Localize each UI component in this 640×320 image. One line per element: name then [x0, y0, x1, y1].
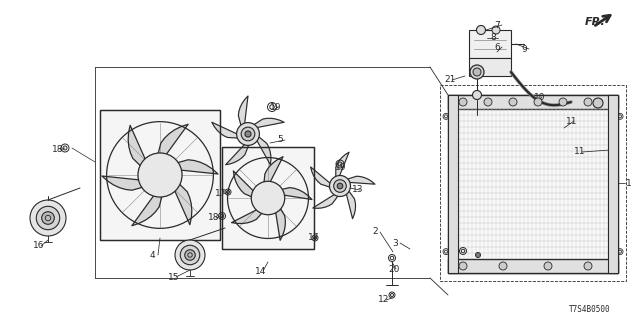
Polygon shape	[238, 96, 248, 127]
Text: 7: 7	[494, 20, 500, 29]
Bar	[100, 110, 220, 240]
Polygon shape	[234, 171, 257, 199]
Bar	[448, 95, 618, 273]
Circle shape	[30, 200, 66, 236]
Circle shape	[544, 262, 552, 270]
Circle shape	[477, 26, 486, 35]
Circle shape	[138, 153, 182, 197]
Circle shape	[492, 26, 500, 34]
Text: 17: 17	[215, 189, 227, 198]
Text: 2: 2	[372, 228, 378, 236]
Text: 19: 19	[335, 164, 346, 172]
Bar	[440, 85, 626, 281]
Bar	[448, 95, 618, 109]
Circle shape	[180, 245, 200, 265]
Text: 13: 13	[352, 186, 364, 195]
Bar	[608, 95, 618, 273]
Circle shape	[484, 98, 492, 106]
Circle shape	[36, 206, 60, 230]
Polygon shape	[313, 194, 339, 208]
Text: 19: 19	[270, 102, 282, 111]
Text: 5: 5	[277, 135, 283, 145]
Circle shape	[509, 98, 517, 106]
Circle shape	[330, 175, 351, 196]
Polygon shape	[276, 188, 312, 200]
Polygon shape	[336, 152, 349, 178]
Circle shape	[499, 262, 507, 270]
Circle shape	[534, 98, 542, 106]
Circle shape	[473, 68, 481, 76]
Text: 16: 16	[33, 242, 45, 251]
Circle shape	[559, 98, 567, 106]
Circle shape	[470, 65, 484, 79]
Bar	[222, 147, 314, 249]
Circle shape	[237, 123, 259, 145]
Text: 18: 18	[208, 213, 220, 222]
Text: 1: 1	[626, 179, 632, 188]
Polygon shape	[232, 207, 266, 223]
Text: FR.: FR.	[584, 17, 605, 27]
Polygon shape	[156, 124, 188, 161]
Polygon shape	[310, 167, 332, 188]
Circle shape	[472, 91, 481, 100]
Circle shape	[593, 98, 603, 108]
Text: 21: 21	[444, 76, 456, 84]
Text: 10: 10	[534, 92, 545, 101]
Polygon shape	[264, 157, 283, 188]
Text: 3: 3	[392, 238, 397, 247]
Circle shape	[241, 127, 255, 141]
Text: 11: 11	[574, 148, 586, 156]
Bar	[469, 58, 511, 76]
Polygon shape	[102, 176, 150, 190]
Text: 12: 12	[378, 295, 389, 305]
Polygon shape	[212, 122, 239, 138]
Polygon shape	[346, 190, 356, 219]
Bar	[448, 259, 618, 273]
Circle shape	[255, 185, 281, 211]
Polygon shape	[252, 118, 284, 128]
Text: 14: 14	[255, 267, 266, 276]
Text: 15: 15	[168, 273, 179, 282]
Text: 8: 8	[490, 34, 496, 43]
Circle shape	[175, 240, 205, 270]
Circle shape	[260, 190, 276, 206]
Circle shape	[252, 181, 285, 215]
Circle shape	[156, 170, 164, 180]
Text: T7S4B0500: T7S4B0500	[569, 306, 611, 315]
Text: 18: 18	[52, 146, 63, 155]
Bar	[469, 30, 511, 58]
Polygon shape	[132, 189, 164, 226]
Bar	[448, 95, 458, 273]
Circle shape	[584, 262, 592, 270]
Polygon shape	[346, 176, 375, 184]
Circle shape	[150, 164, 170, 185]
Bar	[100, 110, 220, 240]
Circle shape	[584, 98, 592, 106]
Circle shape	[333, 180, 346, 192]
Text: 20: 20	[388, 265, 399, 274]
Polygon shape	[128, 125, 148, 171]
Circle shape	[337, 183, 343, 189]
Polygon shape	[256, 136, 271, 165]
Polygon shape	[275, 204, 285, 240]
Circle shape	[185, 250, 195, 260]
Polygon shape	[226, 143, 250, 165]
Circle shape	[264, 195, 271, 202]
Polygon shape	[172, 179, 192, 225]
Circle shape	[143, 157, 177, 192]
Text: 11: 11	[566, 116, 577, 125]
Circle shape	[459, 262, 467, 270]
Text: 6: 6	[494, 43, 500, 52]
Circle shape	[245, 131, 251, 137]
Text: 17: 17	[308, 233, 319, 242]
Text: 4: 4	[150, 251, 156, 260]
Bar	[222, 147, 314, 249]
Circle shape	[459, 98, 467, 106]
Text: 9: 9	[521, 44, 527, 53]
Circle shape	[42, 212, 54, 224]
Polygon shape	[170, 160, 218, 174]
